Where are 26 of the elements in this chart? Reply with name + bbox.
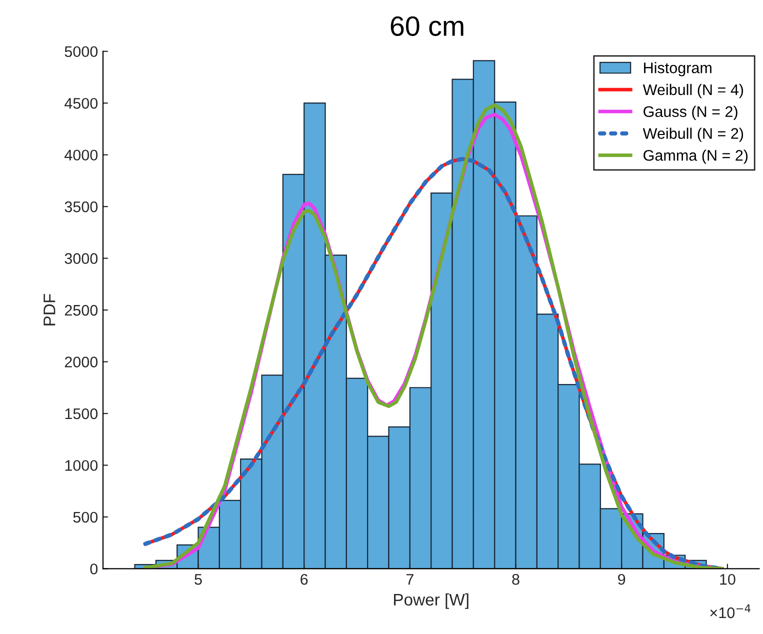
- x-tick-label: 5: [194, 574, 202, 585]
- legend-label: Histogram: [644, 62, 712, 76]
- y-tick-label: 0: [90, 564, 98, 574]
- y-tick-label: 1500: [65, 408, 98, 420]
- x-tick-label: 7: [406, 574, 414, 585]
- x-tick-label: 6: [300, 574, 308, 585]
- x-tick-label: 9: [618, 574, 626, 585]
- y-tick-label: 4500: [64, 98, 98, 109]
- y-tick-label: 1000: [65, 460, 98, 471]
- legend-label: Gamma (N = 2): [644, 150, 748, 164]
- x-axis-title: Power [W]: [394, 593, 468, 609]
- x-tick-label: 8: [512, 574, 520, 585]
- legend-label: Gauss (N = 2): [644, 106, 738, 120]
- y-axis-title: PDF: [44, 294, 56, 326]
- x-tick-label: 10: [720, 574, 736, 585]
- y-tick-label: 500: [73, 512, 98, 523]
- legend-label: Weibull (N = 4): [642, 84, 744, 98]
- y-tick-label: 4000: [64, 150, 98, 161]
- y-tick-label: 5000: [64, 46, 98, 58]
- y-tick-label: 3500: [64, 201, 98, 212]
- legend-label: Weibull (N = 2): [642, 128, 744, 142]
- y-tick-label: 3000: [64, 253, 98, 264]
- chart-title: 60 cm: [390, 16, 464, 36]
- y-tick-label: 2000: [64, 356, 98, 368]
- y-tick-label: 2500: [64, 304, 98, 316]
- text: ×10$^{−4}$: [710, 604, 750, 618]
